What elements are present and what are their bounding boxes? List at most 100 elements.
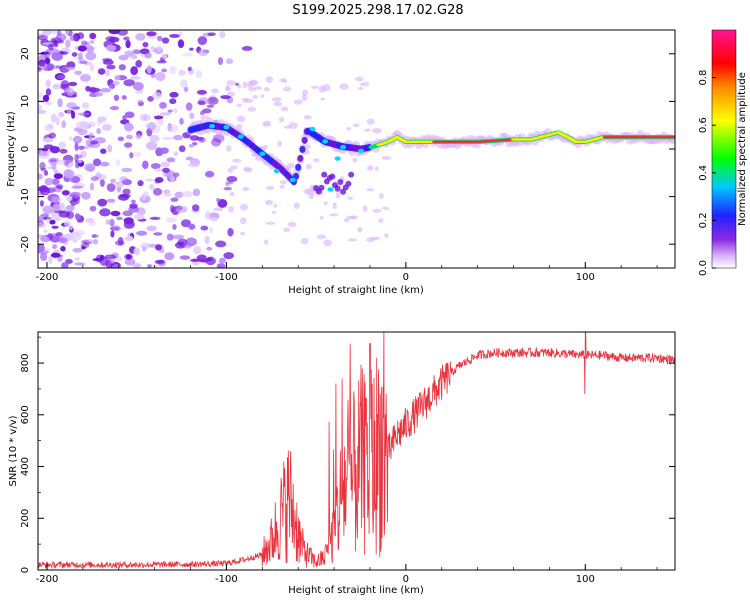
noise-blob — [227, 167, 234, 173]
y-tick-label: 20 — [20, 47, 31, 60]
noise-blob — [100, 161, 110, 167]
noise-blob — [135, 59, 143, 68]
noise-blob — [197, 100, 206, 106]
noise-blob — [49, 159, 57, 163]
noise-blob — [244, 167, 253, 173]
noise-blob — [207, 32, 216, 36]
noise-blob — [166, 233, 174, 241]
colorbar-tick-label: 0.0 — [698, 260, 709, 276]
noise-blob — [61, 190, 70, 196]
x-tick-label: -100 — [215, 574, 238, 585]
snr-frame — [37, 331, 676, 571]
noise-blob — [228, 206, 234, 213]
noise-blob — [129, 203, 138, 209]
noise-blob — [153, 232, 163, 236]
noise-blob — [378, 218, 384, 223]
noise-blob — [99, 208, 111, 217]
noise-blob — [179, 255, 191, 260]
noise-blob — [372, 208, 382, 213]
noise-blob — [56, 184, 64, 190]
noise-blob — [58, 112, 65, 118]
x-tick-label: 100 — [576, 574, 595, 585]
noise-blob — [382, 206, 390, 210]
noise-blob — [265, 76, 274, 84]
noise-blob — [198, 48, 208, 57]
noise-blob — [199, 115, 211, 120]
noise-blob — [188, 143, 194, 148]
noise-blob — [301, 94, 308, 101]
noise-blob — [235, 103, 243, 107]
noise-blob — [137, 99, 144, 103]
noise-blob — [181, 191, 193, 198]
noise-blob — [362, 205, 368, 212]
noise-blob — [156, 118, 164, 126]
noise-blob — [74, 257, 80, 261]
noise-blob — [107, 144, 113, 153]
noise-blob — [57, 237, 67, 244]
colorbar-ticks: 0.0 0.2 0.4 0.6 0.8 — [698, 70, 716, 276]
noise-blob — [174, 241, 186, 249]
noise-blob — [241, 97, 250, 103]
ridge-spot — [327, 187, 334, 192]
noise-blob — [219, 31, 226, 39]
noise-blob — [150, 162, 161, 170]
noise-blob — [220, 95, 231, 100]
noise-blob — [168, 65, 177, 75]
ridge-spot — [309, 126, 316, 132]
noise-blob — [45, 79, 51, 88]
noise-blob — [319, 215, 324, 220]
ridge-spot — [289, 177, 296, 183]
noise-blob — [48, 255, 53, 264]
noise-blob — [94, 91, 103, 97]
snr-x-ticks: -200 -100 0 100 — [36, 564, 658, 585]
noise-blob — [323, 201, 328, 206]
noise-blob — [102, 59, 114, 65]
noise-blob — [277, 140, 283, 147]
noise-blob — [106, 183, 116, 192]
noise-blob — [254, 86, 263, 90]
noise-blob — [153, 115, 164, 120]
noise-blob — [38, 104, 42, 111]
noise-blob — [156, 45, 163, 52]
noise-blob — [283, 227, 290, 233]
x-tick-label: -100 — [215, 272, 238, 283]
noise-blob — [109, 259, 116, 265]
noise-blob — [122, 188, 131, 195]
noise-blob — [180, 219, 192, 228]
noise-blob — [93, 158, 102, 167]
noise-blob — [216, 198, 221, 203]
noise-blob — [352, 123, 360, 128]
noise-blob — [66, 108, 72, 115]
noise-blob — [280, 180, 287, 185]
noise-blob — [173, 134, 183, 141]
ridge-spot — [237, 134, 244, 139]
noise-blob — [118, 64, 126, 71]
noise-blob — [167, 124, 179, 133]
noise-blob — [130, 66, 139, 76]
noise-blob — [318, 85, 326, 93]
noise-blob — [59, 148, 68, 154]
noise-blob — [60, 80, 70, 89]
noise-blob — [81, 102, 90, 109]
noise-blob — [68, 81, 78, 87]
noise-blob — [192, 188, 201, 197]
noise-blob — [179, 79, 188, 88]
noise-blob — [110, 230, 115, 238]
ridge-spot — [273, 168, 280, 174]
noise-blob — [61, 262, 69, 268]
noise-blob — [65, 39, 71, 48]
noise-blob — [161, 136, 174, 141]
noise-blob — [352, 157, 358, 163]
noise-blob — [122, 179, 132, 186]
ridge-core — [295, 163, 302, 171]
noise-blob — [50, 30, 57, 34]
noise-blob — [100, 148, 107, 154]
noise-blob — [179, 117, 184, 125]
noise-blob — [39, 185, 48, 193]
ridge-hot — [672, 135, 675, 139]
ridge-spot — [223, 124, 230, 130]
noise-blob — [69, 35, 75, 42]
noise-blob — [70, 231, 82, 241]
noise-blob — [104, 69, 111, 77]
